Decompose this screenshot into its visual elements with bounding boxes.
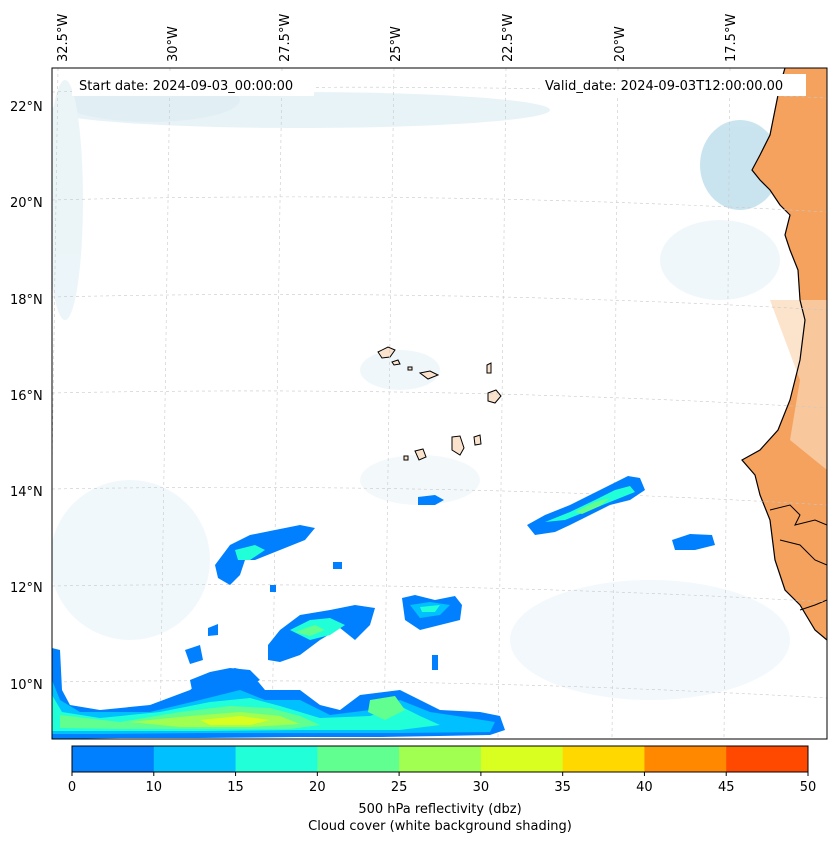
lat-label: 12°N [10, 581, 43, 596]
colorbar-frame [71, 745, 809, 773]
colorbar-tick-label: 35 [554, 780, 571, 795]
border-line [779, 539, 827, 566]
colorbar-tick-label: 50 [800, 780, 817, 795]
colorbar-segment [562, 746, 645, 772]
lon-label: 27.5°W [278, 14, 293, 62]
start-date-box [72, 74, 314, 96]
valid-date-label: Valid_date: 2024-09-03T12:00:00.00 [545, 79, 783, 94]
border-line [799, 599, 827, 611]
coastline [741, 68, 827, 641]
lat-label: 18°N [10, 293, 43, 308]
lat-label: 14°N [10, 485, 43, 500]
lat-label: 10°N [10, 678, 43, 693]
cape-verde-islands [377, 346, 502, 461]
reflectivity-field [52, 476, 715, 739]
africa-land [742, 68, 827, 640]
colorbar-tick-label: 0 [68, 780, 76, 795]
valid-date-box [540, 74, 806, 96]
longitude-labels: 32.5°W 30°W 27.5°W 25°W 22.5°W 20°W 17.5… [56, 14, 739, 62]
gridlines [52, 68, 827, 739]
lon-label: 32.5°W [56, 14, 71, 62]
map-border [51, 67, 828, 740]
colorbar-ticks: 0 10 15 20 25 30 35 40 45 50 [68, 772, 816, 795]
colorbar-sublabel: Cloud cover (white background shading) [308, 819, 572, 834]
africa-land-fade [770, 300, 827, 470]
colorbar-segment [153, 746, 237, 772]
latitude-labels: 22°N 20°N 18°N 16°N 14°N 12°N 10°N [10, 100, 43, 693]
lon-label: 17.5°W [724, 14, 739, 62]
colorbar [72, 746, 809, 772]
lon-label: 25°W [389, 26, 404, 62]
border-line [769, 504, 827, 526]
colorbar-tick-label: 30 [473, 780, 490, 795]
colorbar-segment [399, 746, 482, 772]
colorbar-tick-label: 45 [718, 780, 735, 795]
colorbar-tick-label: 10 [146, 780, 163, 795]
start-date-label: Start date: 2024-09-03_00:00:00 [79, 79, 293, 94]
lon-label: 20°W [613, 26, 628, 62]
colorbar-label: 500 hPa reflectivity (dbz) [358, 802, 521, 817]
colorbar-segment [726, 746, 809, 772]
colorbar-segment [480, 746, 564, 772]
colorbar-segment [72, 746, 155, 772]
colorbar-segment [317, 746, 400, 772]
lat-label: 16°N [10, 389, 43, 404]
colorbar-segment [235, 746, 318, 772]
lon-label: 30°W [166, 26, 181, 62]
colorbar-tick-label: 20 [309, 780, 326, 795]
colorbar-tick-label: 25 [391, 780, 408, 795]
map-area [52, 68, 827, 739]
colorbar-tick-label: 15 [227, 780, 244, 795]
colorbar-segment [644, 746, 727, 772]
lon-label: 22.5°W [501, 14, 516, 62]
colorbar-tick-label: 40 [636, 780, 653, 795]
lat-label: 20°N [10, 196, 43, 211]
lat-label: 22°N [10, 100, 43, 115]
